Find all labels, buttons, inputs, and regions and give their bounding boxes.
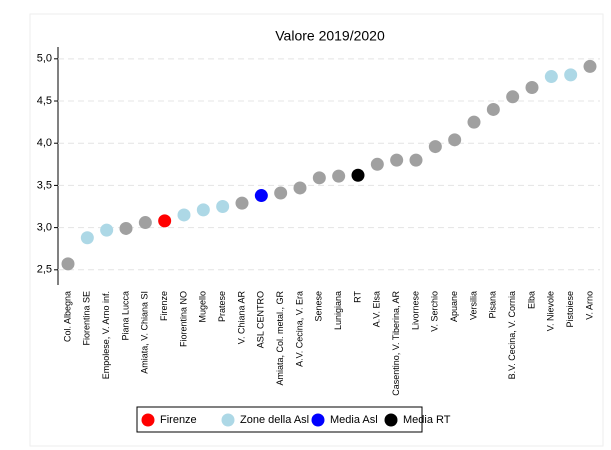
dot [544,70,558,84]
x-tick-label: ASL CENTRO [256,291,266,348]
dot [370,157,384,171]
dot [409,153,423,167]
dot [583,59,597,73]
legend-box [136,406,423,433]
x-tick-label: Elba [526,291,536,309]
y-tick-label: 2,5 [37,264,52,276]
dot [235,196,249,210]
y-tick-label: 4,5 [37,95,52,107]
dot [467,115,481,129]
legend-marker [311,413,325,427]
dot [158,214,172,228]
y-tick-label: 4,0 [37,137,52,149]
x-tick-label: RT [352,291,362,303]
x-tick-label: Fiorentina NO [178,291,188,347]
dot [564,68,578,82]
x-tick-label: Fiorentina SE [82,291,92,346]
legend-label: Firenze [160,414,197,426]
x-tick-label: A.V. Cecina, V. Era [294,291,304,367]
dot [486,102,500,116]
legend-marker [384,413,398,427]
legend-label: Zone della Asl [240,414,309,426]
x-tick-label: A.V. Elsa [372,291,382,327]
x-tick-label: Empolese, V. Arno inf. [101,291,111,379]
legend-label: Media Asl [330,414,378,426]
dot [506,90,520,104]
x-tick-label: Amiata, Col. metal., GR [275,291,285,386]
x-tick-label: Col. Albegna [62,291,72,342]
dot [100,223,114,237]
x-tick-label: Lunigiana [333,291,343,330]
dot [196,203,210,217]
x-tick-label: Pistoiese [565,291,575,328]
x-tick-label: B.V. Cecina, V. Cornia [507,291,517,379]
x-tick-label: Mugello [198,291,208,323]
dot [61,257,75,271]
x-tick-label: Versilia [468,291,478,320]
y-tick-label: 3,5 [37,179,52,191]
dot [138,216,152,230]
dot [428,140,442,154]
dot [448,133,462,147]
dot [525,81,539,95]
dot [216,200,230,214]
x-tick-label: Amiata, V. Chiana SI [140,291,150,374]
legend-label: Media RT [403,414,451,426]
x-tick-label: V. Chiana AR [236,291,246,345]
x-tick-label: Apuane [449,291,459,322]
x-tick-label: Senese [314,291,324,322]
x-tick-label: Piana Lucca [120,291,130,341]
x-tick-label: Pisana [488,291,498,319]
x-tick-label: V. Nievole [546,291,556,331]
dot [312,171,326,185]
chart-title: Valore 2019/2020 [275,28,385,44]
y-tick-label: 3,0 [37,222,52,234]
dot [119,221,133,235]
legend-marker [221,413,235,427]
dot [177,208,191,222]
y-tick-label: 5,0 [37,53,52,65]
frame [29,13,604,447]
x-tick-label: Casentino, V. Tiberina, AR [391,291,401,396]
x-tick-label: Firenze [159,291,169,321]
legend-marker [141,413,155,427]
x-tick-label: V. Serchio [430,291,440,332]
dot [390,153,404,167]
dot [293,181,307,195]
dot [254,189,268,203]
x-tick-label: V. Arno [584,291,594,320]
x-tick-label: Pratese [217,291,227,322]
dot [351,168,365,182]
dot [274,186,288,200]
dot [332,169,346,183]
dot [80,231,94,245]
x-tick-label: Livornese [410,291,420,330]
